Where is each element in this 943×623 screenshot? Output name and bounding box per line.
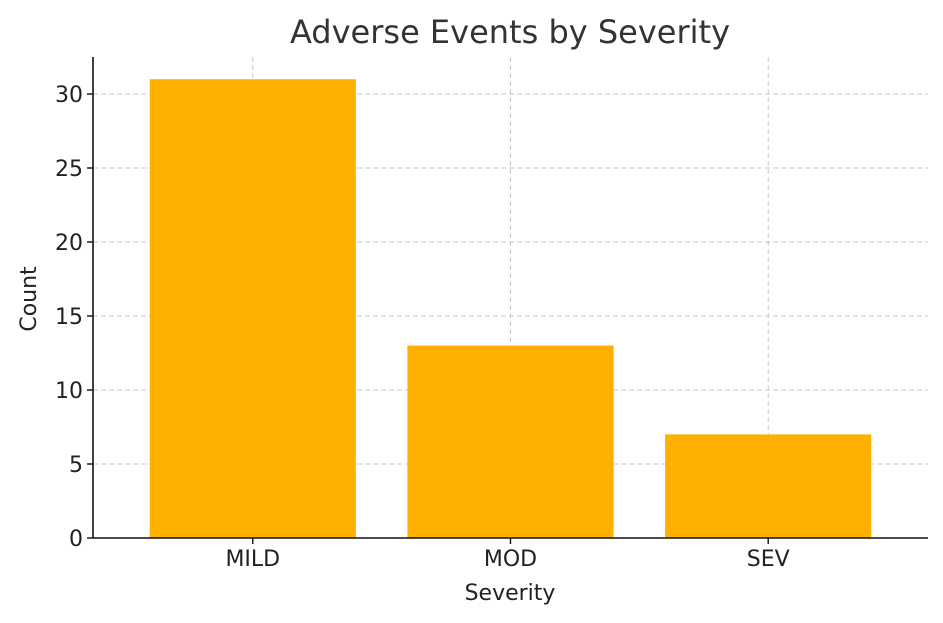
- x-tick-label: MILD: [225, 547, 280, 572]
- y-tick-label: 20: [55, 231, 83, 256]
- y-axis-label: Count: [17, 266, 42, 332]
- y-axis-ticks: 0 5 10 15 20 25 30: [55, 83, 93, 552]
- y-tick-label: 30: [55, 83, 83, 108]
- y-tick-label: 0: [69, 527, 83, 552]
- bar-mod: [407, 345, 614, 538]
- bars: [149, 79, 872, 538]
- bar-sev: [665, 434, 872, 538]
- y-tick-label: 25: [55, 157, 83, 182]
- bar-mild: [149, 79, 356, 538]
- y-tick-label: 15: [55, 305, 83, 330]
- y-tick-label: 5: [69, 453, 83, 478]
- y-tick-label: 10: [55, 379, 83, 404]
- x-axis-ticks: MILD MOD SEV: [225, 538, 790, 572]
- chart-title: Adverse Events by Severity: [290, 13, 730, 51]
- x-axis-label: Severity: [465, 581, 556, 606]
- x-tick-label: SEV: [747, 547, 790, 572]
- x-tick-label: MOD: [484, 547, 537, 572]
